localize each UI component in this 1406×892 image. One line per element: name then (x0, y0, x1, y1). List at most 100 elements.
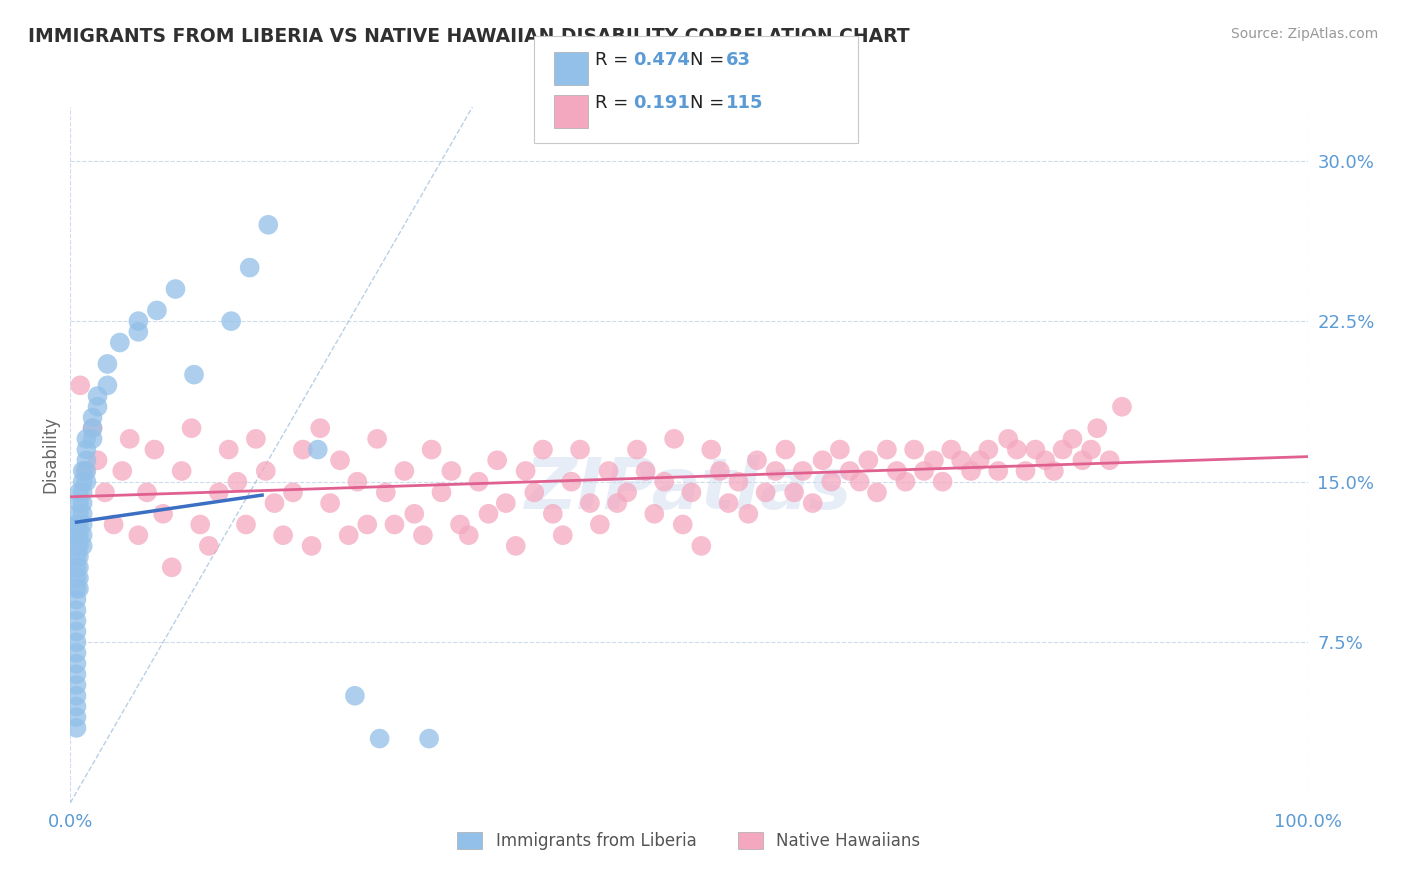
Point (67, 517, 90, 532)
Point (65, 657, 87, 671)
Point (72, 485, 94, 500)
Point (886, 464, 908, 478)
Point (82, 421, 104, 435)
Point (165, 282, 187, 296)
Point (368, 731, 391, 746)
Point (254, 464, 277, 478)
Point (643, 507, 665, 521)
Point (922, 453, 945, 467)
Text: 115: 115 (725, 94, 763, 112)
Point (65, 699, 87, 714)
Point (65, 721, 87, 735)
Point (662, 432, 685, 446)
Text: N =: N = (690, 94, 730, 112)
Point (65, 710, 87, 724)
Point (219, 314, 242, 328)
Point (457, 528, 479, 542)
Point (681, 485, 703, 500)
Point (811, 453, 834, 467)
Point (111, 464, 134, 478)
Point (690, 539, 713, 553)
Point (374, 485, 396, 500)
Point (765, 464, 787, 478)
Point (67, 539, 90, 553)
Point (208, 485, 231, 500)
Point (65, 560, 87, 574)
Point (65, 517, 87, 532)
Text: R =: R = (595, 94, 640, 112)
Point (329, 453, 352, 467)
Point (569, 442, 592, 457)
Point (198, 539, 221, 553)
Point (960, 464, 983, 478)
Point (82, 410, 104, 425)
Point (160, 560, 183, 574)
Point (75, 432, 97, 446)
Point (1062, 432, 1084, 446)
Point (866, 485, 889, 500)
Point (941, 442, 963, 457)
Point (65, 571, 87, 585)
Point (281, 485, 304, 500)
Point (86, 453, 108, 467)
Point (152, 507, 174, 521)
Point (65, 528, 87, 542)
Point (65, 539, 87, 553)
Point (72, 517, 94, 532)
Point (94, 485, 117, 500)
Text: ZIPatlas: ZIPatlas (526, 455, 852, 524)
Point (72, 528, 94, 542)
Point (65, 678, 87, 692)
Point (745, 453, 768, 467)
Point (394, 464, 416, 478)
Point (1024, 442, 1046, 457)
Point (65, 582, 87, 596)
Point (560, 475, 582, 489)
Y-axis label: Disability: Disability (41, 417, 59, 493)
Point (188, 517, 211, 532)
Point (67, 549, 90, 564)
Text: R =: R = (595, 51, 634, 69)
Point (801, 496, 824, 510)
Point (792, 464, 814, 478)
Point (894, 475, 917, 489)
Point (170, 464, 193, 478)
Point (146, 303, 169, 318)
Point (75, 453, 97, 467)
Point (828, 442, 851, 457)
Point (72, 507, 94, 521)
Point (412, 528, 434, 542)
Point (65, 689, 87, 703)
Point (486, 453, 509, 467)
Point (69, 378, 91, 392)
Point (136, 485, 159, 500)
Point (67, 571, 90, 585)
Point (127, 528, 149, 542)
Point (72, 539, 94, 553)
Point (82, 421, 104, 435)
Point (523, 485, 546, 500)
Point (903, 442, 925, 457)
Point (1080, 442, 1102, 457)
Point (477, 507, 499, 521)
Point (309, 421, 332, 435)
Point (65, 624, 87, 639)
Point (180, 421, 202, 435)
Point (245, 432, 267, 446)
Point (127, 325, 149, 339)
Point (672, 517, 695, 532)
Point (75, 442, 97, 457)
Point (96, 378, 118, 392)
Point (356, 517, 378, 532)
Point (838, 464, 860, 478)
Point (727, 475, 749, 489)
Point (515, 464, 537, 478)
Point (346, 475, 368, 489)
Point (1033, 453, 1056, 467)
Point (343, 689, 366, 703)
Point (65, 667, 87, 681)
Point (271, 528, 294, 542)
Point (65, 646, 87, 660)
Point (969, 453, 991, 467)
Point (1052, 442, 1074, 457)
